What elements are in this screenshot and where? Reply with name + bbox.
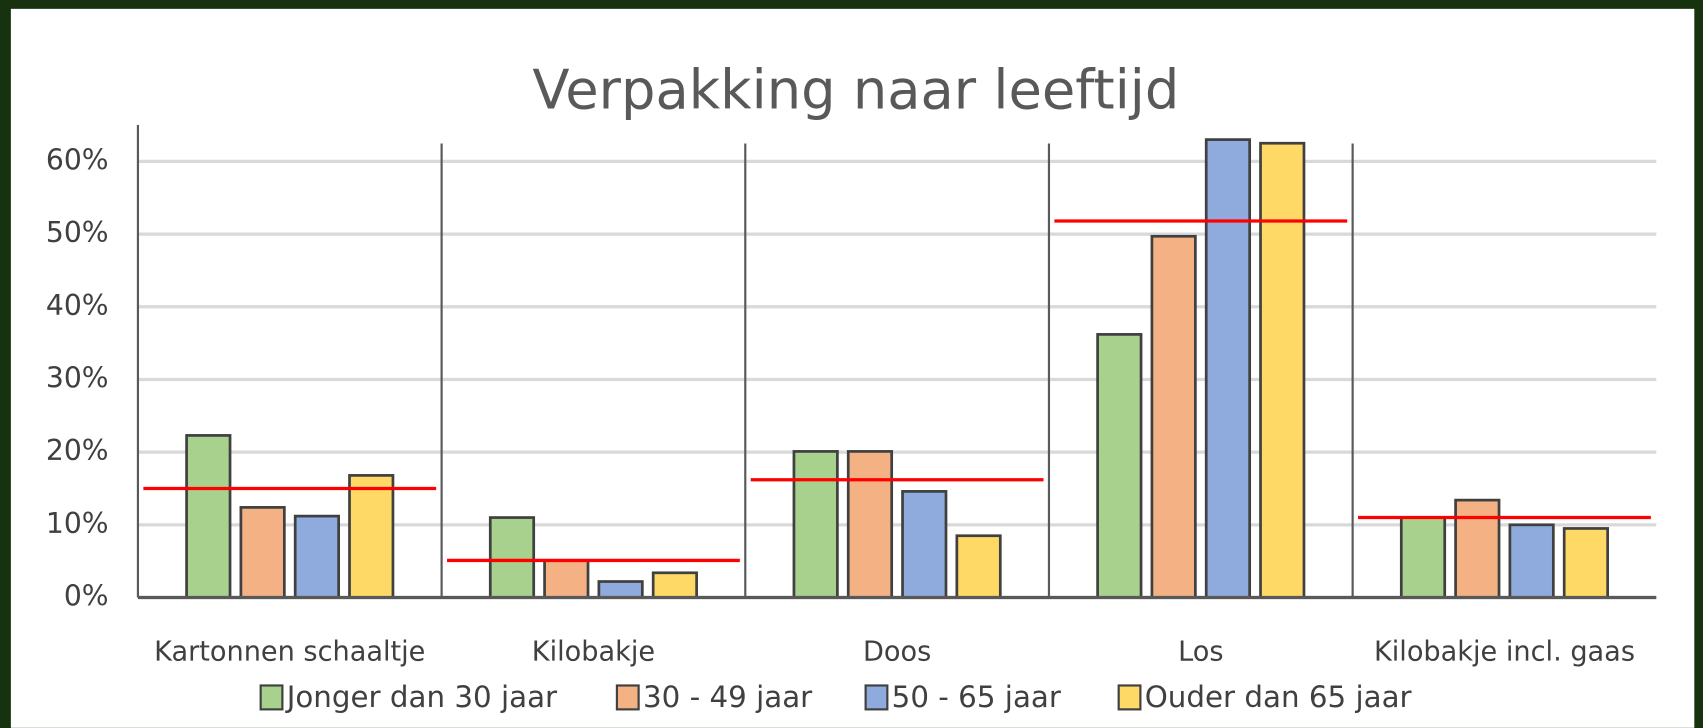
bar [1562,527,1609,599]
bar [1399,516,1447,599]
legend-label: Ouder dan 65 jaar [1145,680,1413,714]
y-tick-label: 20% [46,434,109,467]
bar [239,506,286,599]
legend-swatch [615,684,640,711]
y-tick-label: 30% [46,361,109,394]
bar [1259,141,1306,599]
bar [1150,234,1197,599]
x-tick-label: Kilobakje [532,636,655,667]
bar [846,450,894,599]
legend-label: 30 - 49 jaar [643,680,813,714]
y-tick-label: 40% [46,289,109,322]
chart-title: Verpakking naar leeftijd [532,59,1179,122]
legend-swatch [259,684,284,711]
chart-area [10,8,1695,728]
bar [1508,523,1555,599]
x-tick-label: Los [1178,636,1223,667]
bar [651,571,698,599]
legend-label: 50 - 65 jaar [892,680,1062,714]
bar [1096,333,1143,599]
bar [348,474,395,599]
bar [901,490,948,599]
y-tick-label: 0% [64,580,109,613]
bar [543,559,590,599]
bar [1454,498,1501,599]
bar [792,450,839,599]
y-tick-label: 50% [46,216,109,249]
bar [185,434,232,599]
legend-swatch [864,684,889,711]
x-tick-label: Kartonnen schaaltje [154,636,425,667]
bar [488,516,536,599]
x-tick-label: Kilobakje incl. gaas [1374,636,1635,667]
bar [597,580,644,599]
bar [1204,138,1252,599]
legend-label: Jonger dan 30 jaar [285,680,558,714]
y-tick-label: 60% [46,143,109,176]
bar [293,514,341,599]
legend-swatch [1117,684,1142,711]
bar [955,534,1002,599]
y-tick-label: 10% [46,507,109,540]
x-tick-label: Doos [863,636,931,667]
